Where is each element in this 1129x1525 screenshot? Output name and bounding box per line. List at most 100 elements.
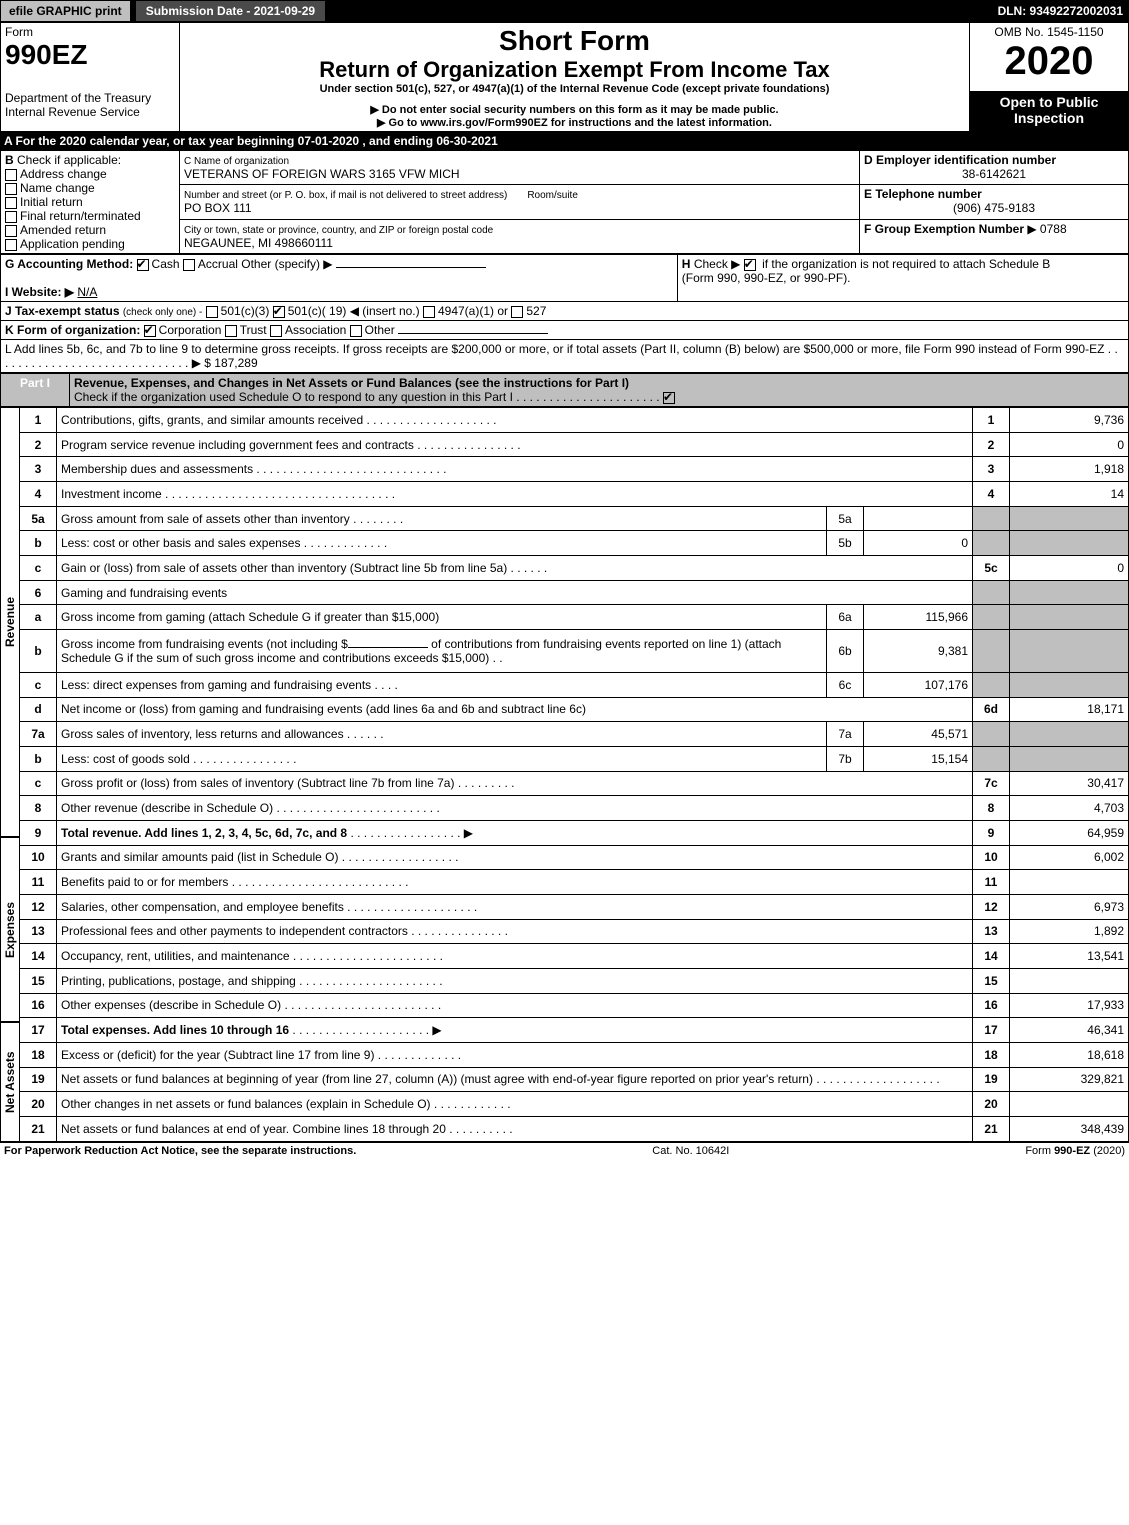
- app-pending-label: Application pending: [20, 237, 125, 251]
- no-ssn-note: ▶ Do not enter social security numbers o…: [184, 103, 965, 116]
- address-change-label: Address change: [20, 167, 107, 181]
- pra-notice: For Paperwork Reduction Act Notice, see …: [4, 1145, 356, 1157]
- line-19: 19Net assets or fund balances at beginni…: [20, 1067, 1129, 1092]
- under-section: Under section 501(c), 527, or 4947(a)(1)…: [184, 83, 965, 95]
- lines-table: 1Contributions, gifts, grants, and simil…: [20, 407, 1129, 1142]
- header-table: Form 990EZ Department of the Treasury In…: [0, 22, 1129, 132]
- ein-value: 38-6142621: [864, 167, 1124, 181]
- h-not-required: if the organization is not required to a…: [762, 257, 1050, 271]
- amended-return-checkbox[interactable]: [5, 225, 17, 237]
- form-of-org-label: K Form of organization:: [5, 323, 140, 337]
- city-label: City or town, state or province, country…: [184, 225, 493, 236]
- line-8: 8Other revenue (describe in Schedule O) …: [20, 796, 1129, 821]
- name-change-label: Name change: [20, 181, 95, 195]
- dln: DLN: 93492272002031: [998, 4, 1129, 18]
- other-org-label: Other: [365, 323, 395, 337]
- room-label: Room/suite: [527, 190, 578, 201]
- 4947-label: 4947(a)(1) or: [438, 304, 508, 318]
- part1-title: Revenue, Expenses, and Changes in Net As…: [74, 376, 629, 390]
- schedule-o-checkbox[interactable]: [663, 392, 675, 404]
- 501c-label: 501(c)( 19) ◀ (insert no.): [288, 304, 420, 318]
- return-title: Return of Organization Exempt From Incom…: [184, 57, 965, 83]
- line-11: 11Benefits paid to or for members . . . …: [20, 870, 1129, 895]
- accrual-checkbox[interactable]: [183, 259, 195, 271]
- line-6: 6Gaming and fundraising events: [20, 580, 1129, 605]
- top-bar: efile GRAPHIC print Submission Date - 20…: [0, 0, 1129, 22]
- dept-treasury: Department of the Treasury: [5, 91, 175, 105]
- group-exemption-value: ▶ 0788: [1027, 222, 1066, 236]
- gross-receipts-text: L Add lines 5b, 6c, and 7b to line 9 to …: [5, 342, 1104, 356]
- org-name: VETERANS OF FOREIGN WARS 3165 VFW MICH: [184, 167, 460, 181]
- street-label: Number and street (or P. O. box, if mail…: [184, 190, 507, 201]
- line-3: 3Membership dues and assessments . . . .…: [20, 457, 1129, 482]
- 501c3-checkbox[interactable]: [206, 306, 218, 318]
- city-value: NEGAUNEE, MI 498660111: [184, 236, 333, 250]
- amended-return-label: Amended return: [20, 223, 106, 237]
- other-specify-label: Other (specify) ▶: [241, 257, 332, 271]
- accounting-method-label: G Accounting Method:: [5, 257, 133, 271]
- expenses-vlabel: Expenses: [0, 837, 20, 1022]
- name-change-checkbox[interactable]: [5, 183, 17, 195]
- part1-header: Part I Revenue, Expenses, and Changes in…: [0, 373, 1129, 407]
- website-label: I Website: ▶: [5, 285, 74, 299]
- line-15: 15Printing, publications, postage, and s…: [20, 968, 1129, 993]
- address-change-checkbox[interactable]: [5, 169, 17, 181]
- 527-checkbox[interactable]: [511, 306, 523, 318]
- line-10: 10Grants and similar amounts paid (list …: [20, 845, 1129, 870]
- line-21: 21Net assets or fund balances at end of …: [20, 1117, 1129, 1142]
- app-pending-checkbox[interactable]: [5, 239, 17, 251]
- 501c3-label: 501(c)(3): [221, 304, 270, 318]
- form-number: 990EZ: [5, 39, 175, 71]
- other-org-input[interactable]: [398, 333, 548, 334]
- line-6a: aGross income from gaming (attach Schedu…: [20, 605, 1129, 630]
- corporation-label: Corporation: [159, 323, 222, 337]
- tax-exempt-label: J Tax-exempt status: [5, 304, 120, 318]
- line-5a: 5aGross amount from sale of assets other…: [20, 506, 1129, 531]
- section-l: L Add lines 5b, 6c, and 7b to line 9 to …: [0, 340, 1129, 373]
- line-12: 12Salaries, other compensation, and empl…: [20, 894, 1129, 919]
- netassets-vlabel: Net Assets: [0, 1022, 20, 1142]
- 501c-checkbox[interactable]: [273, 306, 285, 318]
- line-17: 17Total expenses. Add lines 10 through 1…: [20, 1018, 1129, 1043]
- cash-checkbox[interactable]: [137, 259, 149, 271]
- section-k: K Form of organization: Corporation Trus…: [0, 321, 1129, 340]
- line-7c: cGross profit or (loss) from sales of in…: [20, 771, 1129, 796]
- corporation-checkbox[interactable]: [144, 325, 156, 337]
- initial-return-label: Initial return: [20, 195, 83, 209]
- initial-return-checkbox[interactable]: [5, 197, 17, 209]
- line-6b: bGross income from fundraising events (n…: [20, 630, 1129, 673]
- website-value: N/A: [77, 285, 97, 299]
- efile-print-button[interactable]: efile GRAPHIC print: [0, 0, 131, 22]
- section-b-label: B: [5, 153, 14, 167]
- accrual-label: Accrual: [198, 257, 238, 271]
- cash-label: Cash: [152, 257, 180, 271]
- page-footer: For Paperwork Reduction Act Notice, see …: [0, 1142, 1129, 1159]
- final-return-checkbox[interactable]: [5, 211, 17, 223]
- line-1: 1Contributions, gifts, grants, and simil…: [20, 408, 1129, 433]
- irs-label: Internal Revenue Service: [5, 105, 175, 119]
- line-18: 18Excess or (deficit) for the year (Subt…: [20, 1042, 1129, 1067]
- other-org-checkbox[interactable]: [350, 325, 362, 337]
- part1-check-text: Check if the organization used Schedule …: [74, 390, 513, 404]
- trust-checkbox[interactable]: [225, 325, 237, 337]
- gross-receipts-amount: ▶ $ 187,289: [192, 356, 258, 370]
- line-2: 2Program service revenue including gover…: [20, 432, 1129, 457]
- 4947-checkbox[interactable]: [423, 306, 435, 318]
- section-h-label: H: [682, 257, 691, 271]
- other-specify-input[interactable]: [336, 267, 486, 268]
- line-4: 4Investment income . . . . . . . . . . .…: [20, 482, 1129, 507]
- line-7a: 7aGross sales of inventory, less returns…: [20, 722, 1129, 747]
- org-name-label: C Name of organization: [184, 156, 289, 167]
- tax-year: 2020: [974, 39, 1124, 84]
- schedule-b-checkbox[interactable]: [744, 259, 756, 271]
- line-6d: dNet income or (loss) from gaming and fu…: [20, 697, 1129, 722]
- line-20: 20Other changes in net assets or fund ba…: [20, 1092, 1129, 1117]
- goto-link[interactable]: ▶ Go to www.irs.gov/Form990EZ for instru…: [184, 116, 965, 129]
- street-value: PO BOX 111: [184, 201, 252, 215]
- association-checkbox[interactable]: [270, 325, 282, 337]
- line-5c: cGain or (loss) from sale of assets othe…: [20, 556, 1129, 581]
- line-9: 9Total revenue. Add lines 1, 2, 3, 4, 5c…: [20, 820, 1129, 845]
- omb-number: OMB No. 1545-1150: [974, 25, 1124, 39]
- h-check-text: Check ▶: [694, 257, 741, 271]
- h-forms-list: (Form 990, 990-EZ, or 990-PF).: [682, 271, 851, 285]
